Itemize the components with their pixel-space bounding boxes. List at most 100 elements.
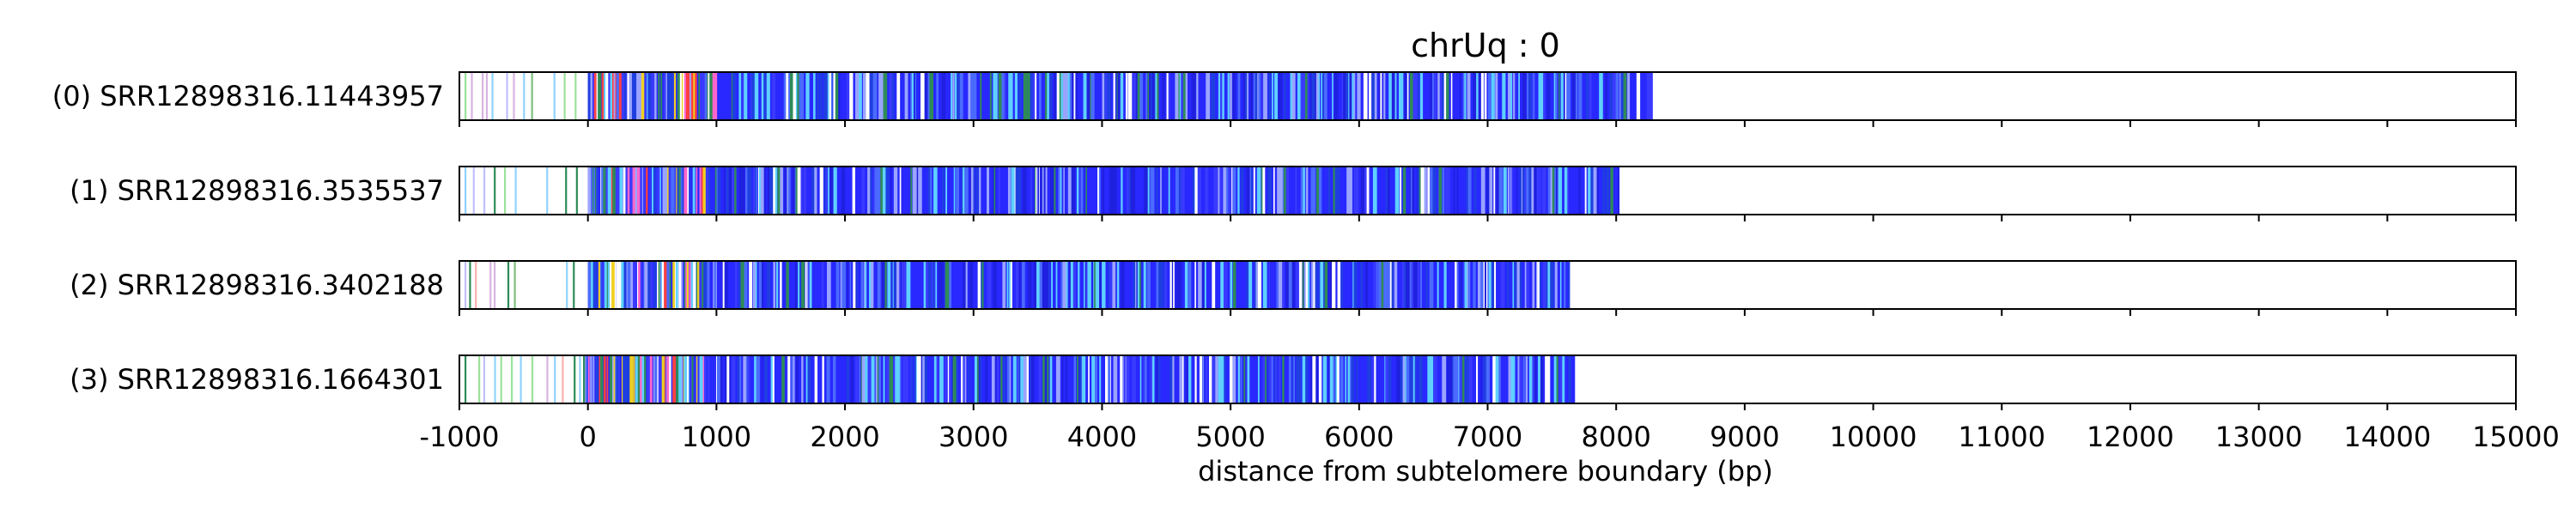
repeat-stripe [699,355,703,403]
repeat-stripe [673,72,677,120]
repeat-stripe [1453,355,1457,403]
repeat-stripe [993,72,998,120]
repeat-stripe [1327,167,1331,215]
repeat-stripe [1246,261,1249,309]
repeat-stripe [1506,261,1510,309]
repeat-stripe [1491,72,1494,120]
repeat-stripe [1540,72,1544,120]
repeat-stripe [1537,261,1540,309]
repeat-stripe [884,261,887,309]
repeat-stripe [689,261,691,309]
repeat-stripe [1391,261,1394,309]
repeat-stripe [951,72,953,120]
repeat-stripe [1246,167,1250,215]
repeat-stripe [649,355,653,403]
repeat-stripe [1250,261,1253,309]
repeat-stripe [872,72,874,120]
repeat-stripe [574,72,577,120]
repeat-stripe [1205,167,1209,215]
repeat-stripe [822,355,824,403]
repeat-stripe [1526,261,1529,309]
repeat-stripe [640,261,643,309]
repeat-stripe [929,72,934,120]
repeat-stripe [1088,355,1090,403]
repeat-stripe [1402,167,1406,215]
repeat-stripe [1291,261,1295,309]
repeat-stripe [1575,72,1578,120]
repeat-stripe [731,167,736,215]
repeat-stripe [1001,72,1006,120]
repeat-stripe [1531,167,1535,215]
repeat-stripe [1623,72,1627,120]
repeat-stripe [1218,72,1221,120]
repeat-stripe [1257,355,1260,403]
repeat-stripe [725,355,727,403]
repeat-stripe [980,72,982,120]
repeat-stripe [1137,261,1140,309]
repeat-stripe [795,72,798,120]
repeat-stripe [1123,355,1126,403]
repeat-stripe [762,261,764,309]
repeat-stripe [1550,261,1554,309]
repeat-stripe [1456,167,1459,215]
repeat-stripe [1042,261,1047,309]
repeat-stripe [1060,261,1064,309]
repeat-stripe [767,167,771,215]
repeat-stripe [1590,167,1594,215]
repeat-stripe [1378,261,1382,309]
repeat-stripe [600,355,604,403]
repeat-stripe [734,167,737,215]
repeat-stripe [860,261,864,309]
repeat-stripe [681,355,683,403]
repeat-stripe [1147,72,1150,120]
repeat-stripe [1596,167,1599,215]
repeat-stripe [1437,261,1439,309]
repeat-stripe [1243,355,1246,403]
repeat-stripe [1508,355,1513,403]
repeat-stripe [1393,72,1396,120]
repeat-stripe [635,355,639,403]
repeat-stripe [788,167,791,215]
repeat-stripe [850,355,854,403]
x-tick-label: 10000 [1830,421,1917,453]
repeat-stripe [1309,261,1313,309]
repeat-stripe [819,167,823,215]
repeat-stripe [1414,355,1417,403]
repeat-stripe [1054,72,1057,120]
repeat-stripe [993,261,997,309]
repeat-stripe [927,72,931,120]
repeat-stripe [607,261,610,309]
repeat-stripe [1048,261,1050,309]
repeat-stripe [1185,72,1188,120]
repeat-stripe [1253,72,1257,120]
repeat-stripe [697,261,700,309]
repeat-stripe [614,261,617,309]
repeat-stripe [1113,72,1115,120]
repeat-stripe [1155,355,1158,403]
repeat-stripe [663,72,668,120]
repeat-stripe [1198,261,1202,309]
repeat-stripe [797,167,802,215]
repeat-stripe [511,355,513,403]
repeat-stripe [1404,261,1406,309]
repeat-stripe [675,261,678,309]
repeat-stripe [1352,261,1355,309]
repeat-stripe [691,355,694,403]
repeat-stripe [980,355,982,403]
repeat-stripe [1564,261,1566,309]
repeat-stripe [856,261,859,309]
repeat-stripe [1139,72,1144,120]
repeat-stripe [658,355,662,403]
repeat-stripe [1045,167,1048,215]
repeat-stripe [843,167,846,215]
repeat-stripe [996,355,999,403]
repeat-stripe [893,167,898,215]
repeat-stripe [653,167,656,215]
repeat-stripe [1156,261,1159,309]
repeat-stripe [1033,261,1037,309]
repeat-stripe [1568,355,1571,403]
repeat-stripe [616,72,620,120]
repeat-stripe [1540,355,1543,403]
repeat-stripe [1445,167,1449,215]
repeat-stripe [1218,167,1220,215]
